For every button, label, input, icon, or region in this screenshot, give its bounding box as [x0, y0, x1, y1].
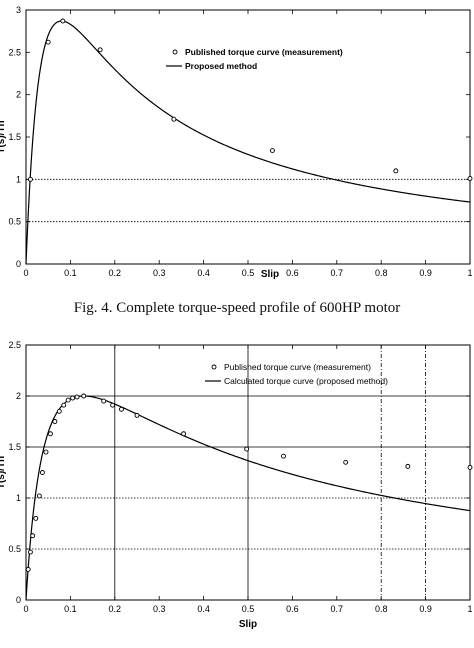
- data-point-measurement: [101, 398, 107, 404]
- data-point-measurement: [97, 47, 103, 53]
- data-point-measurement: [281, 453, 286, 459]
- y-tick-label: 1.5: [8, 132, 21, 142]
- data-point-measurement: [36, 493, 42, 499]
- y-axis-label: T(s)/Tn: [0, 120, 7, 153]
- y-tick-label: 0: [16, 595, 21, 605]
- x-tick-label: 0.6: [286, 604, 299, 614]
- x-tick-label: 0.1: [64, 604, 77, 614]
- x-tick-label: 0.5: [242, 268, 255, 278]
- data-point-measurement: [39, 470, 45, 475]
- legend-marker-circle: [211, 364, 217, 370]
- y-tick-label: 1: [16, 174, 21, 184]
- x-tick-label: 0.5: [242, 604, 255, 614]
- data-point-measurement: [27, 549, 33, 555]
- legend-label-measurement: Published torque curve (measurement): [185, 47, 343, 57]
- legend-label-line: Calculated torque curve (proposed method…: [224, 376, 388, 386]
- x-tick-label: 1: [467, 604, 472, 614]
- data-point-measurement: [43, 449, 49, 455]
- x-tick-label: 1: [467, 268, 472, 278]
- y-axis-label: T(s)/Tn: [0, 456, 7, 489]
- x-tick-label: 0.8: [375, 268, 388, 278]
- y-tick-label: 2.5: [8, 47, 21, 57]
- data-point-measurement: [65, 397, 71, 403]
- data-point-measurement: [47, 431, 53, 437]
- data-point-measurement: [119, 406, 124, 412]
- x-axis-label: Slip: [239, 619, 257, 630]
- data-point-measurement: [405, 463, 411, 469]
- data-point-measurement: [393, 168, 399, 174]
- data-point-measurement: [70, 395, 76, 401]
- legend-label-line: Proposed method: [185, 61, 257, 71]
- y-tick-label: 0.5: [8, 217, 21, 227]
- x-tick-label: 0.9: [419, 604, 432, 614]
- x-tick-label: 0.7: [331, 604, 344, 614]
- x-tick-label: 0.3: [153, 268, 166, 278]
- y-tick-label: 1.5: [8, 442, 21, 452]
- x-tick-label: 0.3: [153, 604, 166, 614]
- data-point-measurement: [171, 116, 177, 122]
- data-point-measurement: [244, 446, 250, 452]
- y-tick-label: 2.5: [8, 340, 21, 350]
- torque-chart-1: 0 0.1 0.2 0.3 0.4 0.5 0.6 0.7 0.8 0.9 1 0 0.5 1 1.5 2 2.…: [0, 5, 473, 280]
- data-point-measurement: [27, 176, 33, 182]
- x-axis-label: Slip: [261, 269, 279, 280]
- y-tick-label: 1: [16, 493, 21, 503]
- data-point-measurement: [343, 459, 349, 465]
- y-tick-label: 3: [16, 5, 21, 15]
- data-point-measurement: [45, 39, 51, 45]
- data-point-measurement: [60, 18, 66, 24]
- data-point-measurement: [74, 394, 80, 400]
- data-point-measurement: [81, 393, 87, 399]
- y-tick-label: 0.5: [8, 544, 21, 554]
- data-point-measurement: [30, 533, 36, 539]
- figure-caption: Fig. 4. Complete torque-speed profile of…: [73, 300, 401, 316]
- x-tick-label: 0.7: [331, 268, 344, 278]
- data-point-measurement: [110, 402, 116, 408]
- x-tick-label: 0: [23, 268, 28, 278]
- x-tick-label: 0.6: [286, 268, 299, 278]
- x-tick-label: 0.2: [109, 604, 122, 614]
- data-point-measurement: [467, 464, 473, 470]
- data-point-measurement: [181, 431, 187, 437]
- y-tick-label: 2: [16, 90, 21, 100]
- data-point-measurement: [33, 515, 39, 521]
- series-line-proposed: [25, 20, 471, 265]
- y-tick-label: 2: [16, 391, 21, 401]
- x-tick-label: 0.8: [375, 604, 388, 614]
- torque-chart-2: 0 0.1 0.2 0.3 0.4 0.5 0.6 0.7 0.8 0.9 1 0 0.5 1 1.5 2 2.…: [0, 340, 473, 630]
- x-tick-label: 0.4: [197, 268, 210, 278]
- x-tick-label: 0: [23, 604, 28, 614]
- series-line-proposed: [25, 395, 471, 601]
- data-point-measurement: [61, 402, 67, 408]
- x-tick-label: 0.2: [109, 268, 122, 278]
- x-tick-label: 0.9: [419, 268, 432, 278]
- data-point-measurement: [52, 419, 58, 424]
- x-tick-label: 0.1: [64, 268, 77, 278]
- data-point-measurement: [134, 412, 140, 418]
- data-point-measurement: [25, 566, 31, 572]
- data-point-measurement: [269, 148, 275, 153]
- y-tick-label: 0: [16, 259, 21, 269]
- data-point-measurement: [467, 176, 473, 181]
- data-point-measurement: [56, 408, 62, 414]
- legend-marker-circle: [172, 49, 178, 55]
- x-tick-label: 0.4: [197, 604, 210, 614]
- legend-label-measurement: Published torque curve (measurement): [224, 362, 371, 372]
